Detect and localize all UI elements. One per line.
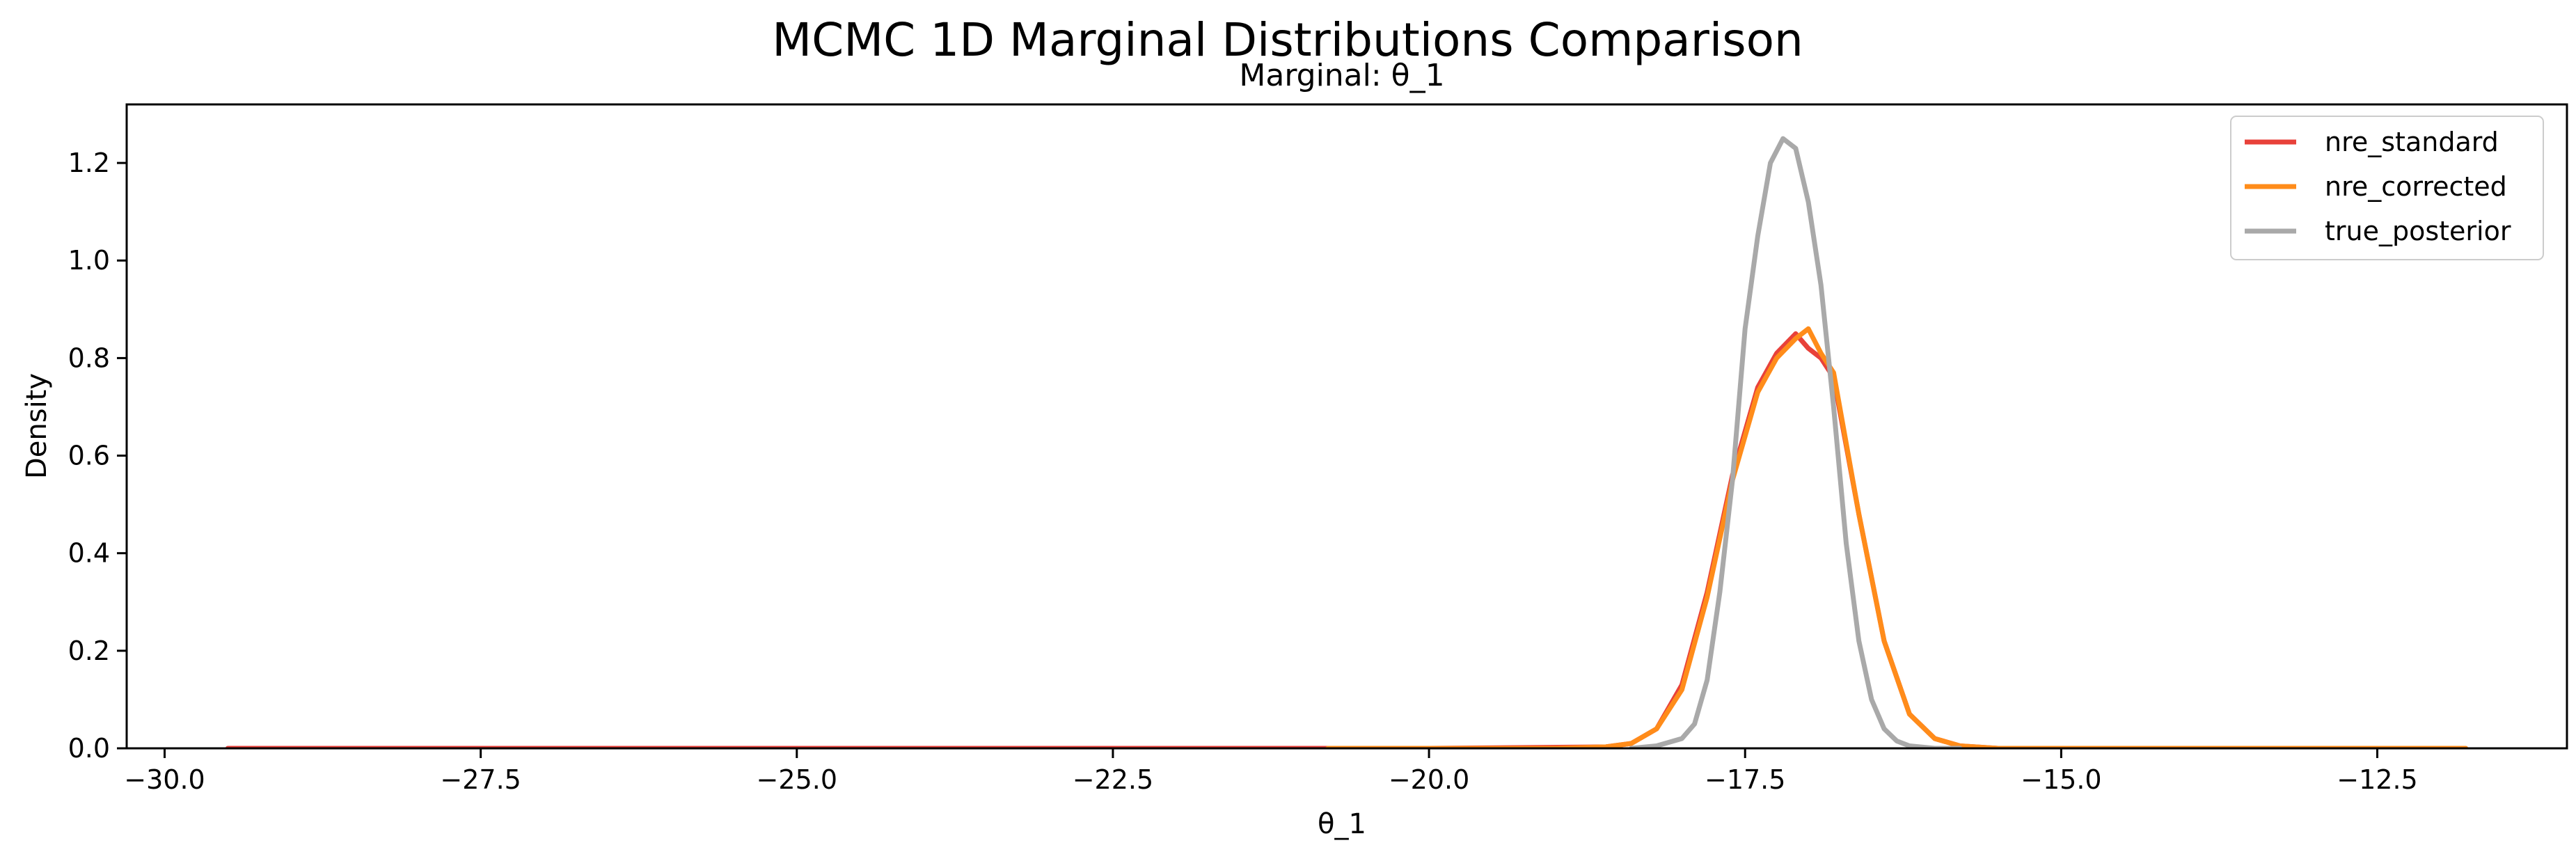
x-tick-label: −12.5 — [2337, 764, 2417, 795]
y-tick-label: 0.2 — [68, 636, 110, 666]
y-tick-label: 1.0 — [68, 245, 110, 276]
series-line-true_posterior — [1629, 136, 1963, 748]
x-tick-label: −30.0 — [124, 764, 205, 795]
y-tick-label: 1.2 — [68, 148, 110, 178]
plot-area — [125, 103, 2568, 750]
x-tick-label: −15.0 — [2021, 764, 2101, 795]
plot-frame — [125, 103, 2568, 750]
series-line-nre_standard — [225, 331, 2443, 748]
y-tick-label: 0.6 — [68, 441, 110, 471]
x-tick-label: −22.5 — [1073, 764, 1153, 795]
legend-label-nre_standard: nre_standard — [2325, 127, 2499, 157]
legend-label-true_posterior: true_posterior — [2325, 216, 2511, 246]
x-tick-label: −25.0 — [757, 764, 837, 795]
y-tick-label: 0.4 — [68, 538, 110, 569]
x-axis-label: θ_1 — [1318, 808, 1366, 840]
chart-subtitle: Marginal: θ_1 — [1239, 58, 1444, 93]
legend-box — [2230, 116, 2544, 260]
chart-title: MCMC 1D Marginal Distributions Compariso… — [772, 13, 1803, 67]
legend: nre_standard nre_corrected true_posterior — [2230, 116, 2544, 260]
legend-label-nre_corrected: nre_corrected — [2325, 171, 2507, 202]
y-axis: 0.0 0.2 0.4 0.6 0.8 1.0 1.2 — [68, 148, 127, 764]
y-axis-label: Density — [21, 373, 53, 479]
series-line-nre_corrected — [1325, 326, 2469, 748]
series-layer — [225, 136, 2469, 748]
x-axis: −30.0 −27.5 −25.0 −22.5 −20.0 −17.5 −15.0 −12.5 — [124, 748, 2418, 795]
y-tick-label: 0.8 — [68, 342, 110, 373]
x-tick-label: −27.5 — [440, 764, 521, 795]
x-tick-label: −20.0 — [1389, 764, 1469, 795]
y-tick-label: 0.0 — [68, 733, 110, 764]
x-tick-label: −17.5 — [1705, 764, 1785, 795]
